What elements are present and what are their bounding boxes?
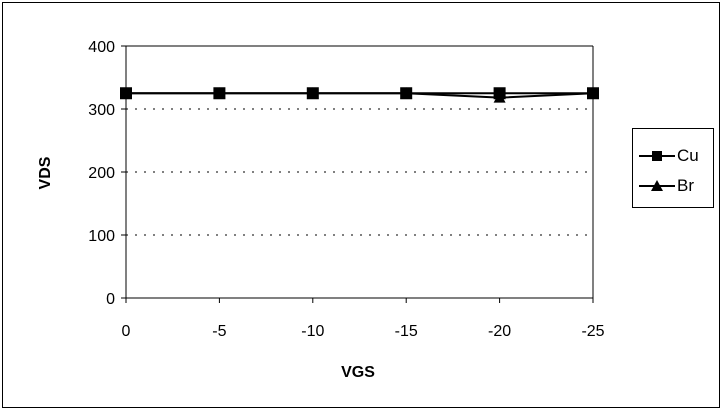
gridlines bbox=[126, 108, 593, 236]
legend-label-br: Br bbox=[677, 176, 694, 195]
series-layer bbox=[120, 87, 599, 103]
data-point-br bbox=[120, 87, 132, 99]
x-tick-label: -20 bbox=[488, 323, 511, 340]
data-point-br bbox=[587, 87, 599, 99]
legend-entry-br: Br bbox=[633, 174, 713, 198]
x-axis-title: VGS bbox=[341, 364, 375, 381]
x-tick-label: -5 bbox=[212, 323, 226, 340]
data-point-br bbox=[213, 87, 226, 99]
chart-area bbox=[2, 2, 720, 408]
axes: 0 100 200 300 400 0 -5 -10 -15 -20 -25 bbox=[88, 39, 604, 340]
y-tick-label: 200 bbox=[88, 165, 115, 182]
x-tick-label: -25 bbox=[581, 323, 604, 340]
series-line-br bbox=[126, 92, 594, 99]
y-tick-label: 100 bbox=[88, 228, 115, 245]
data-point-br bbox=[306, 87, 319, 99]
x-tick-label: -15 bbox=[395, 323, 418, 340]
x-tick-label: 0 bbox=[122, 323, 131, 340]
data-point-br bbox=[400, 87, 413, 99]
legend: Cu Br bbox=[632, 128, 714, 208]
square-marker-icon bbox=[639, 151, 675, 161]
triangle-marker-icon bbox=[639, 180, 675, 191]
y-axis-title: VDS bbox=[37, 156, 54, 189]
y-tick-label: 300 bbox=[88, 102, 115, 119]
legend-entry-cu: Cu bbox=[633, 144, 713, 168]
legend-label-cu: Cu bbox=[677, 146, 699, 165]
x-tick-label: -10 bbox=[301, 323, 324, 340]
data-point-br bbox=[493, 91, 506, 103]
y-tick-label: 400 bbox=[88, 39, 115, 56]
y-tick-label: 0 bbox=[106, 291, 115, 308]
